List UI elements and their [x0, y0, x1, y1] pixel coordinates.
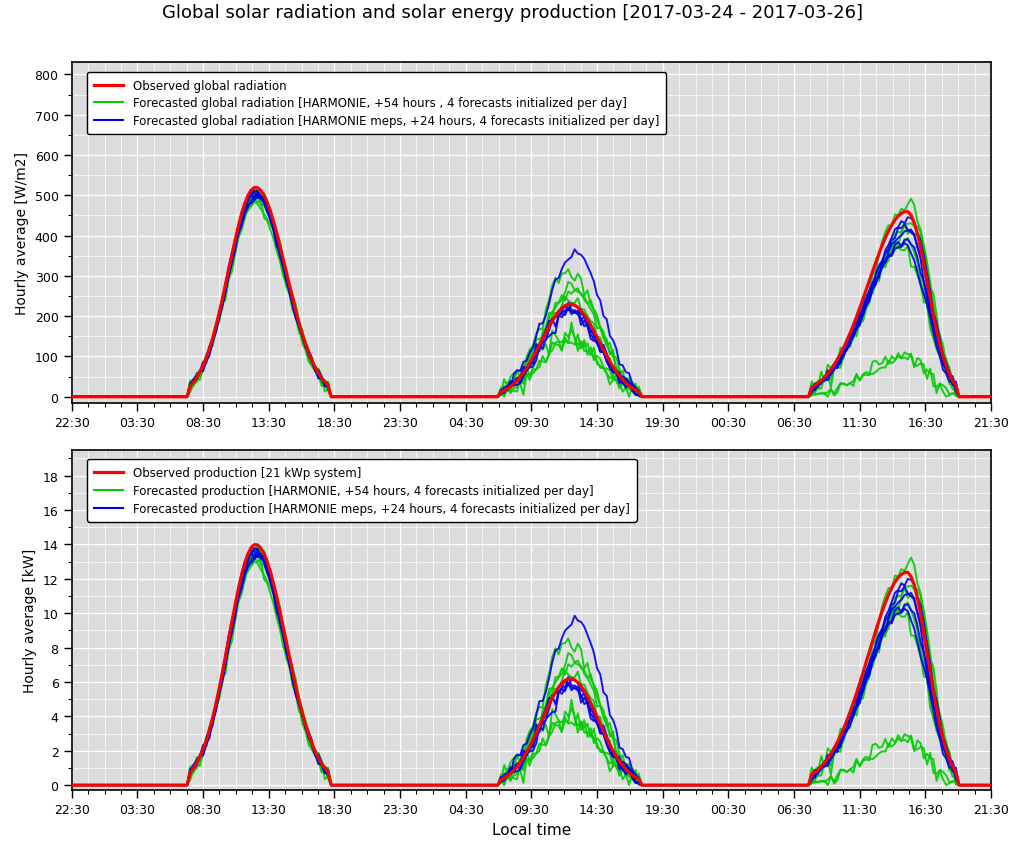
- Y-axis label: Hourly average [kW]: Hourly average [kW]: [24, 549, 37, 693]
- Legend: Observed global radiation, Forecasted global radiation [HARMONIE, +54 hours , 4 : Observed global radiation, Forecasted gl…: [87, 72, 667, 135]
- X-axis label: Local time: Local time: [492, 822, 571, 837]
- Y-axis label: Hourly average [W/m2]: Hourly average [W/m2]: [15, 152, 29, 314]
- Text: Global solar radiation and solar energy production [2017-03-24 - 2017-03-26]: Global solar radiation and solar energy …: [162, 4, 862, 22]
- Legend: Observed production [21 kWp system], Forecasted production [HARMONIE, +54 hours,: Observed production [21 kWp system], For…: [87, 459, 637, 522]
